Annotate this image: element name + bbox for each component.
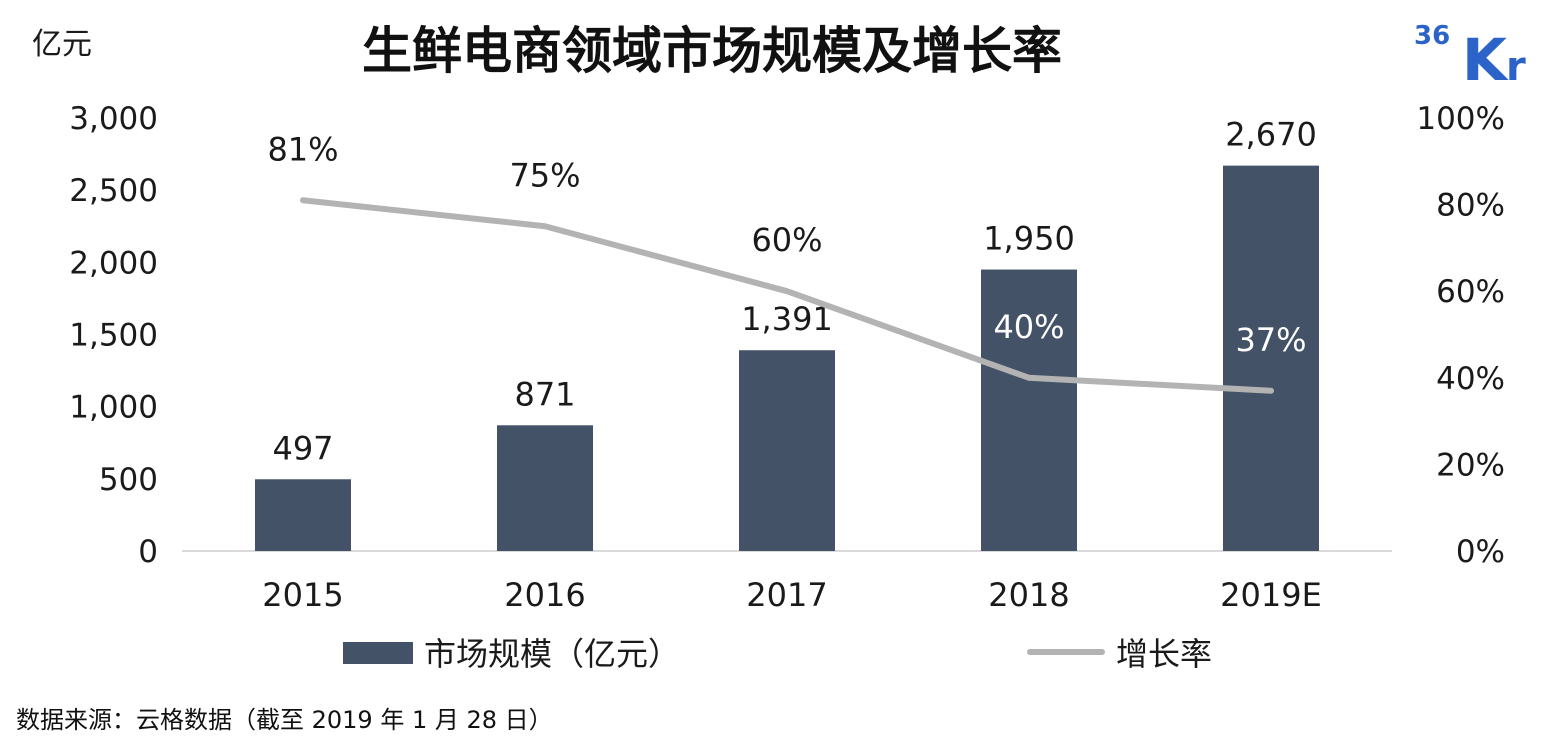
source-note: 数据来源：云格数据（截至 2019 年 1 月 28 日） bbox=[16, 706, 553, 734]
growth-rate-label: 75% bbox=[509, 156, 580, 194]
bar-value-label: 1,391 bbox=[741, 300, 833, 338]
x-tick-label: 2016 bbox=[504, 576, 585, 614]
y-axis-right-ticks: 0% 20% 40% 60% 80% 100% bbox=[1416, 101, 1505, 570]
growth-rate-label: 40% bbox=[993, 308, 1064, 346]
x-tick-label: 2015 bbox=[262, 576, 343, 614]
logo-text-k: K bbox=[1462, 26, 1509, 94]
y-tick-label: 1,000 bbox=[69, 390, 158, 426]
y2-tick-label: 80% bbox=[1436, 188, 1505, 224]
logo-text-36: 36 bbox=[1414, 21, 1450, 51]
logo-36kr: 36 K r bbox=[1414, 21, 1526, 94]
chart-title: 生鲜电商领域市场规模及增长率 bbox=[362, 22, 1062, 80]
y-tick-label: 2,500 bbox=[69, 173, 158, 209]
x-tick-label: 2017 bbox=[746, 576, 827, 614]
bar-2017 bbox=[739, 350, 835, 551]
y-tick-label: 0 bbox=[138, 534, 158, 570]
x-tick-label: 2018 bbox=[988, 576, 1069, 614]
bar-value-label: 1,950 bbox=[983, 220, 1075, 258]
growth-rate-line bbox=[300, 197, 1274, 394]
legend-bar-label: 市场规模（亿元） bbox=[424, 635, 680, 673]
y-axis-unit-label: 亿元 bbox=[32, 27, 92, 62]
bar-series bbox=[255, 165, 1319, 551]
growth-rate-label: 81% bbox=[267, 130, 338, 168]
growth-rate-labels: 81% 75% 60% 40% 37% bbox=[267, 130, 1306, 359]
bar-value-label: 871 bbox=[514, 375, 575, 413]
bar-value-label: 2,670 bbox=[1225, 116, 1317, 154]
legend: 市场规模（亿元） 增长率 bbox=[343, 635, 1212, 673]
bar-data-labels: 497 871 1,391 1,950 2,670 bbox=[272, 116, 1316, 468]
x-tick-label: 2019E bbox=[1220, 576, 1322, 614]
y-tick-label: 500 bbox=[99, 462, 158, 498]
bar-2019E bbox=[1223, 165, 1319, 551]
y2-tick-label: 100% bbox=[1416, 101, 1505, 137]
y-tick-label: 3,000 bbox=[69, 101, 158, 137]
legend-bar-swatch bbox=[343, 642, 413, 664]
x-axis-ticks: 2015 2016 2017 2018 2019E bbox=[262, 576, 1322, 614]
bar-2015 bbox=[255, 479, 351, 551]
y2-tick-label: 60% bbox=[1436, 274, 1505, 310]
bar-2018 bbox=[981, 269, 1077, 551]
bar-2016 bbox=[497, 425, 593, 551]
y-tick-label: 1,500 bbox=[69, 318, 158, 354]
bar-value-label: 497 bbox=[272, 429, 333, 467]
growth-rate-label: 60% bbox=[751, 221, 822, 259]
y-axis-left-ticks: 0 500 1,000 1,500 2,000 2,500 3,000 bbox=[69, 101, 158, 570]
y-tick-label: 2,000 bbox=[69, 245, 158, 281]
growth-rate-label: 37% bbox=[1235, 321, 1306, 359]
y2-tick-label: 0% bbox=[1456, 534, 1505, 570]
y2-tick-label: 20% bbox=[1436, 447, 1505, 483]
legend-line-label: 增长率 bbox=[1116, 635, 1212, 673]
logo-text-r: r bbox=[1506, 44, 1526, 90]
y2-tick-label: 40% bbox=[1436, 361, 1505, 397]
